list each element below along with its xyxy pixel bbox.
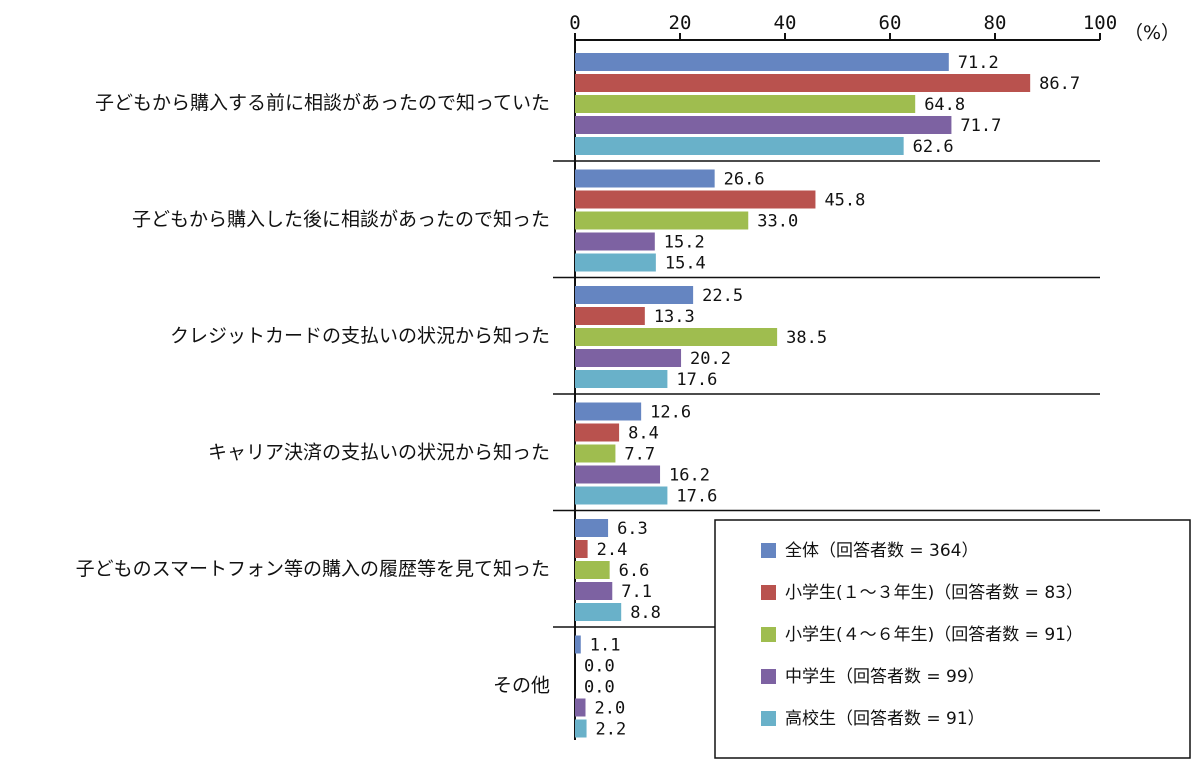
bar <box>575 603 622 621</box>
legend: 全体（回答者数 = 364） 小学生(１～３年生)（回答者数 = 83） 小学生(４… <box>714 519 1191 759</box>
bar <box>575 561 610 579</box>
labels-layer: 子どもから購入する前に相談があったので知っていた子どもから購入した後に相談があっ… <box>76 53 1081 740</box>
x-tick-label: 40 <box>774 12 797 34</box>
x-axis-unit-label: （%） <box>1124 22 1180 44</box>
legend-swatch <box>761 711 776 726</box>
bar <box>575 370 668 388</box>
data-label: 6.3 <box>617 519 648 539</box>
legend-swatch <box>761 627 776 642</box>
bar <box>575 519 609 537</box>
data-label: 15.2 <box>664 233 705 253</box>
bar <box>575 540 588 558</box>
legend-entry: 高校生（回答者数 = 91） <box>785 709 985 729</box>
data-label: 71.7 <box>960 116 1001 136</box>
data-label: 17.6 <box>676 370 717 390</box>
bar <box>575 465 661 484</box>
data-label: 0.0 <box>584 678 615 698</box>
data-label: 20.2 <box>690 349 731 369</box>
bar <box>575 349 682 367</box>
bar <box>575 486 668 505</box>
bar <box>575 211 749 230</box>
data-label: 7.7 <box>624 445 655 465</box>
bar <box>575 698 586 717</box>
bar <box>575 95 916 113</box>
bar <box>575 253 656 272</box>
category-label: その他 <box>493 674 550 696</box>
data-label: 71.2 <box>958 53 999 73</box>
data-label: 45.8 <box>824 191 865 211</box>
data-label: 12.6 <box>650 403 691 423</box>
bar <box>575 53 949 71</box>
data-label: 0.0 <box>584 657 615 677</box>
category-label: クレジットカードの支払いの状況から知った <box>170 325 550 347</box>
category-label: 子どもから購入した後に相談があったので知った <box>132 208 550 230</box>
data-label: 38.5 <box>786 328 827 348</box>
legend-entry: 小学生(１～３年生)（回答者数 = 83） <box>785 583 1083 603</box>
bar <box>575 286 694 304</box>
bar <box>575 307 645 325</box>
bar <box>575 190 816 209</box>
data-label: 8.8 <box>630 603 661 623</box>
data-label: 22.5 <box>702 286 743 306</box>
legend-swatch <box>761 585 776 600</box>
bar <box>575 232 655 251</box>
data-label: 86.7 <box>1039 74 1080 94</box>
x-tick-label: 100 <box>1083 12 1117 34</box>
category-label: 子どもから購入する前に相談があったので知っていた <box>95 92 550 114</box>
legend-entry: 中学生（回答者数 = 99） <box>785 667 985 687</box>
bar <box>575 719 587 738</box>
data-label: 26.6 <box>724 170 765 190</box>
data-label: 6.6 <box>619 561 650 581</box>
data-label: 16.2 <box>669 466 710 486</box>
bar <box>575 328 778 346</box>
legend-entry: 小学生(４～６年生)（回答者数 = 91） <box>785 625 1083 645</box>
data-label: 62.6 <box>913 137 954 157</box>
data-label: 33.0 <box>757 212 798 232</box>
legend-swatch <box>761 543 776 558</box>
bar <box>575 402 642 421</box>
bar <box>575 582 613 600</box>
bar <box>575 137 904 155</box>
category-label: 子どものスマートフォン等の購入の履歴等を見て知った <box>76 558 550 580</box>
bar <box>575 444 616 463</box>
x-tick-label: 60 <box>879 12 902 34</box>
x-tick-label: 20 <box>669 12 692 34</box>
legend-entry: 全体（回答者数 = 364） <box>785 541 979 561</box>
bar <box>575 74 1031 92</box>
legend-box <box>714 519 1191 759</box>
data-label: 8.4 <box>628 424 659 444</box>
data-label: 17.6 <box>676 487 717 507</box>
bar <box>575 116 952 134</box>
data-label: 7.1 <box>621 582 652 602</box>
bar <box>575 423 620 442</box>
category-label: キャリア決済の支払いの状況から知った <box>208 441 550 463</box>
data-label: 64.8 <box>924 95 965 115</box>
x-tick-label: 0 <box>569 12 580 34</box>
legend-swatch <box>761 669 776 684</box>
data-label: 1.1 <box>590 636 621 656</box>
data-label: 15.4 <box>665 254 706 274</box>
data-label: 2.2 <box>596 720 627 740</box>
bar <box>575 635 581 654</box>
bars-layer <box>575 53 1031 738</box>
x-tick-label: 80 <box>984 12 1007 34</box>
bar <box>575 169 715 188</box>
data-label: 2.4 <box>597 540 628 560</box>
data-label: 13.3 <box>654 307 695 327</box>
data-label: 2.0 <box>595 699 626 719</box>
